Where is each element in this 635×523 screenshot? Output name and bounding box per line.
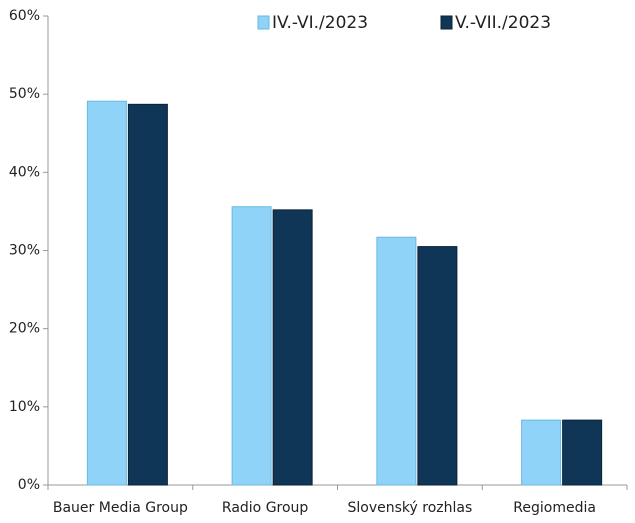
bar [127,103,168,486]
y-tick-label: 50% [9,86,40,102]
legend-label: IV.-VI./2023 [272,13,368,33]
y-tick-label: 20% [9,321,40,337]
y-tick-label: 60% [9,8,40,24]
bar [272,209,313,486]
y-tick-label: 30% [9,243,40,259]
bar [417,246,458,486]
bar [562,419,603,486]
x-tick-label: Radio Group [222,500,309,516]
x-tick-label: Regiomedia [513,500,596,516]
y-tick-label: 10% [9,399,40,415]
legend-label: V.-VII./2023 [455,13,551,33]
bar [231,206,272,486]
bar [86,100,127,486]
y-tick-label: 0% [18,477,40,493]
x-tick-label: Slovenský rozhlas [348,500,473,516]
y-tick-label: 40% [9,164,40,180]
bar [521,419,562,486]
legend-swatch [257,15,270,30]
legend-swatch [440,15,453,30]
x-tick-label: Bauer Media Group [53,500,188,516]
bar [376,236,417,486]
